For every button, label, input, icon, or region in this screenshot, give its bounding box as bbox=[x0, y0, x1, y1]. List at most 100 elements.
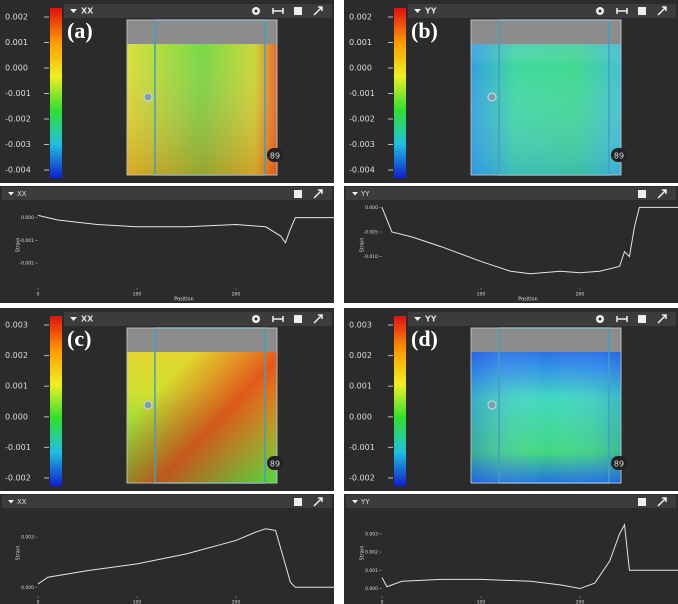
x-tick-label: 0 bbox=[37, 292, 40, 298]
panel-label: (b) bbox=[411, 18, 438, 43]
profile-title: XX bbox=[17, 498, 27, 506]
badge: 89 bbox=[270, 460, 280, 469]
image-frame bbox=[126, 19, 278, 176]
colorbar-label: 0.002 bbox=[5, 13, 28, 22]
save-icon bbox=[638, 315, 646, 323]
map-title: XX bbox=[81, 7, 94, 16]
x-axis-label: Position bbox=[174, 297, 193, 303]
profile-header bbox=[346, 187, 676, 200]
colorbar-label: -0.002 bbox=[349, 115, 375, 124]
profile-line bbox=[381, 206, 678, 275]
map-header bbox=[64, 4, 332, 18]
expand-icon bbox=[313, 6, 323, 16]
profile-header bbox=[346, 495, 676, 508]
save-icon bbox=[294, 190, 302, 198]
profile-line bbox=[37, 214, 335, 244]
dropdown-arrow bbox=[352, 192, 358, 196]
profile-title: YY bbox=[360, 498, 370, 506]
colorbar-label: -0.003 bbox=[5, 140, 31, 149]
colorbar-label: -0.001 bbox=[349, 89, 375, 98]
profile-bg bbox=[344, 186, 678, 303]
colorbar-label: 0.001 bbox=[5, 38, 28, 47]
badge: 89 bbox=[614, 152, 624, 161]
profile-title: YY bbox=[360, 190, 370, 198]
colorbar-label: 0.000 bbox=[349, 64, 372, 73]
gear-hole bbox=[598, 317, 602, 321]
dropdown-arrow bbox=[414, 317, 421, 321]
x-tick-label: 0 bbox=[381, 600, 384, 604]
profile-title: XX bbox=[17, 190, 27, 198]
badge-bg bbox=[611, 456, 627, 470]
x-tick-label: 100 bbox=[133, 292, 142, 298]
map-title: XX bbox=[81, 315, 94, 324]
save-icon bbox=[638, 7, 646, 15]
y-tick-label: 0.000 bbox=[365, 205, 378, 211]
expand-icon bbox=[313, 189, 323, 199]
y-axis-label: Strain bbox=[360, 546, 366, 561]
probe-point bbox=[143, 400, 153, 410]
profile-line bbox=[37, 528, 335, 588]
panel-label: (c) bbox=[67, 326, 91, 351]
profile-bg bbox=[0, 494, 334, 604]
badge-bg bbox=[267, 148, 283, 162]
mask-strip bbox=[471, 20, 621, 44]
x-tick-label: 0 bbox=[37, 600, 40, 604]
colorbar-label: -0.001 bbox=[5, 89, 31, 98]
probe-point bbox=[487, 92, 497, 102]
profile-bg bbox=[344, 494, 678, 604]
colorbar bbox=[50, 316, 62, 486]
colorbar-label: -0.001 bbox=[349, 443, 375, 452]
colorbar-label: -0.002 bbox=[5, 474, 31, 483]
y-tick-label: 0.003 bbox=[21, 535, 34, 541]
image-frame bbox=[470, 327, 622, 484]
map-header bbox=[408, 312, 676, 326]
profile-bg bbox=[0, 186, 334, 303]
y-tick-label: -0.010 bbox=[363, 254, 378, 260]
save-icon bbox=[294, 7, 302, 15]
colorbar-label: -0.004 bbox=[5, 166, 31, 175]
dropdown-arrow bbox=[70, 9, 77, 13]
x-tick-label: 200 bbox=[232, 600, 241, 604]
mask-strip bbox=[471, 328, 621, 352]
panel: 0.002 0.001 0.000 -0.001 -0.002 -0.003 -0.004 X… bbox=[0, 0, 335, 303]
save-icon bbox=[294, 498, 302, 506]
profile-line bbox=[381, 523, 678, 590]
badge-bg bbox=[611, 148, 627, 162]
y-tick-label: 0.003 bbox=[365, 531, 378, 537]
y-tick-label: 0.002 bbox=[365, 550, 378, 556]
colorbar-label: 0.002 bbox=[5, 351, 28, 360]
colorbar-label: -0.001 bbox=[5, 443, 31, 452]
measure-icon bbox=[616, 316, 628, 322]
panel: 0.002 0.001 0.000 -0.001 -0.002 -0.003 -0.004 Y… bbox=[344, 0, 678, 303]
y-tick-label: -0.005 bbox=[363, 229, 378, 235]
measure-icon bbox=[272, 8, 284, 14]
save-icon bbox=[294, 315, 302, 323]
panel-label: (a) bbox=[67, 18, 93, 43]
dropdown-arrow bbox=[414, 9, 421, 13]
x-tick-label: 200 bbox=[576, 292, 585, 298]
colorbar-label: 0.001 bbox=[5, 382, 28, 391]
y-tick-label: 0.000 bbox=[21, 215, 34, 221]
x-axis-label: Position bbox=[518, 297, 537, 303]
panel: 0.003 0.002 0.001 0.000 -0.001 -0.002 XX (c) 89 X… bbox=[0, 308, 335, 604]
colorbar bbox=[394, 316, 406, 486]
colorbar-label: 0.003 bbox=[349, 321, 372, 330]
colorbar-label: -0.003 bbox=[349, 140, 375, 149]
x-tick-label: 100 bbox=[133, 600, 142, 604]
image-frame bbox=[126, 327, 278, 484]
map-title: YY bbox=[424, 7, 437, 16]
colorbar-label: 0.000 bbox=[5, 412, 28, 421]
expand-icon bbox=[313, 497, 323, 507]
expand-icon bbox=[313, 314, 323, 324]
panel: 0.003 0.002 0.001 0.000 -0.001 -0.002 YY (d) 89 Y… bbox=[344, 308, 678, 604]
colorbar bbox=[394, 8, 406, 178]
expand-icon bbox=[657, 189, 667, 199]
save-icon bbox=[638, 190, 646, 198]
map-header bbox=[64, 312, 332, 326]
map-title: YY bbox=[424, 315, 437, 324]
y-axis-label: Strain bbox=[360, 238, 366, 253]
profile-header bbox=[2, 495, 332, 508]
x-tick-label: 200 bbox=[232, 292, 241, 298]
